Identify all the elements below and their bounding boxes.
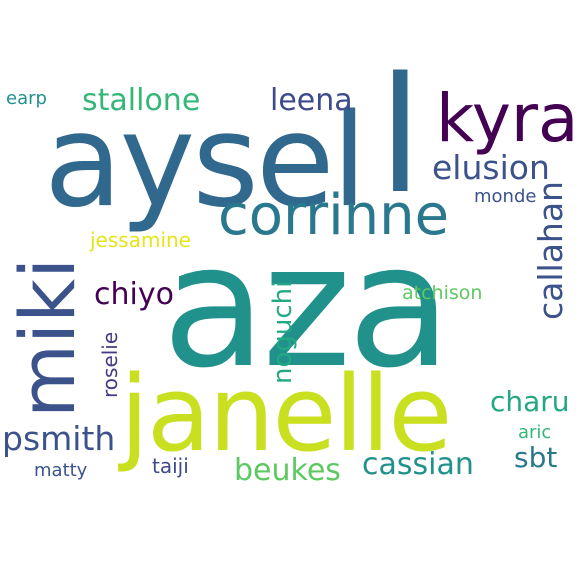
word-beukes: beukes [234, 453, 341, 488]
word-l: l [378, 42, 423, 229]
word-psmith: psmith [2, 419, 116, 458]
word-stallone: stallone [82, 83, 201, 118]
word-leena: leena [270, 83, 353, 118]
word-kyra: kyra [436, 80, 576, 157]
word-earp: earp [6, 88, 47, 109]
word-elusion: elusion [432, 148, 550, 187]
word-aza: aza [162, 208, 452, 406]
word-atchison: atchison [402, 282, 483, 304]
word-noguchi: noguchi [268, 280, 298, 384]
word-aysel: aysel [44, 87, 367, 236]
word-monde: monde [474, 186, 537, 207]
word-jessamine: jessamine [90, 228, 191, 252]
word-janelle: janelle [120, 353, 452, 475]
word-roselie: roselie [98, 331, 122, 398]
word-taiji: taiji [152, 454, 189, 478]
word-sbt: sbt [514, 441, 558, 474]
word-miki: miki [3, 257, 92, 418]
word-chiyo: chiyo [94, 277, 174, 312]
word-callahan: callahan [531, 181, 570, 320]
word-charu: charu [490, 385, 570, 418]
word-cassian: cassian [362, 447, 474, 482]
word-aric: aric [518, 422, 552, 443]
word-corrinne: corrinne [218, 183, 450, 248]
word-matty: matty [34, 460, 88, 481]
